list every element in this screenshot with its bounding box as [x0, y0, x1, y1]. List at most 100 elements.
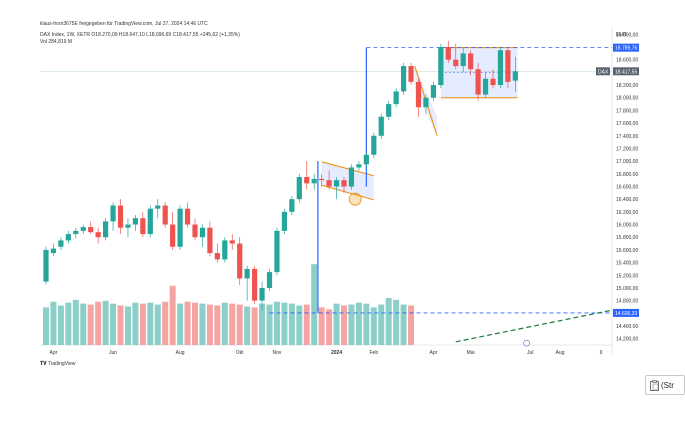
volume-bar [318, 307, 325, 345]
volume-bar [378, 304, 385, 345]
candle [266, 268, 273, 292]
y-tick-label: 17.000,00 [616, 159, 638, 165]
candle [468, 50, 474, 76]
candle [311, 173, 317, 190]
volume-bar [147, 302, 154, 345]
candle-body [237, 243, 243, 279]
candle [453, 43, 459, 70]
candle-body [73, 230, 79, 235]
candle-body [460, 53, 466, 67]
y-tick-label: 18.200,00 [616, 83, 638, 89]
volume-bar [288, 303, 295, 345]
bull-flag-zone [321, 161, 374, 200]
candle [103, 218, 109, 241]
candle-body [192, 224, 198, 238]
x-tick-label: Apr [430, 350, 438, 356]
candle-body [363, 154, 369, 165]
candle [155, 199, 161, 219]
volume-bar [400, 304, 407, 345]
y-tick-label: 14.400,00 [616, 324, 638, 330]
y-tick-label: 15.200,00 [616, 273, 638, 279]
y-tick-label: 17.600,00 [616, 121, 638, 127]
candle-body [386, 104, 392, 117]
candle [252, 265, 258, 304]
candle-body [244, 268, 250, 279]
candle-body [117, 205, 124, 228]
candle-body [103, 221, 109, 238]
volume-bar [43, 307, 49, 345]
volume-bar [266, 304, 273, 345]
candle-body [319, 178, 325, 181]
candle-body [88, 227, 94, 233]
candle-body [445, 47, 451, 60]
candle-body [453, 59, 459, 67]
candle-body [50, 248, 57, 254]
tradingview-label: TradingView [47, 361, 76, 367]
symbol-tag-box [596, 67, 610, 76]
x-tick-label: Jul [527, 350, 533, 356]
volume-bar [296, 305, 303, 345]
y-tick-label: 16.200,00 [616, 210, 638, 216]
volume-bar [177, 303, 184, 345]
candle [222, 237, 228, 263]
candle-body [415, 81, 422, 108]
volume-bar [87, 304, 94, 345]
currency-label: EUR [616, 32, 627, 38]
candle [430, 81, 436, 101]
candle-body [65, 234, 71, 241]
volume-bar [303, 304, 310, 345]
candle [147, 205, 153, 238]
candle [65, 230, 71, 244]
candle-body [393, 91, 399, 105]
symbol-tag: DAX [598, 69, 609, 75]
candle-body [348, 167, 355, 187]
x-tick-label: Feb [369, 350, 378, 356]
candle-body [505, 50, 511, 82]
candle [348, 164, 355, 190]
candle [58, 237, 64, 250]
candle-body [199, 227, 206, 238]
candle-body [438, 47, 444, 86]
candle-body [333, 180, 340, 187]
candle-body [252, 268, 258, 301]
price-label-box [613, 67, 639, 76]
x-tick-label: Nov [272, 350, 281, 356]
candle [356, 161, 362, 171]
volume-bar [199, 303, 206, 345]
candle-body [155, 205, 161, 209]
candle [184, 202, 191, 228]
paste-options-button[interactable]: (Str [645, 375, 685, 395]
candle-body [281, 211, 287, 231]
candle-body [58, 240, 64, 247]
volume-bar [273, 301, 280, 345]
candle-body [140, 218, 146, 235]
y-tick-label: 16.400,00 [616, 197, 638, 203]
candle-body [482, 78, 489, 95]
y-tick-label: 15.400,00 [616, 261, 638, 267]
candle [326, 170, 332, 190]
candle [378, 113, 384, 139]
candle [460, 47, 466, 73]
volume-bar [192, 302, 198, 345]
volume-bar [72, 299, 79, 345]
volume-bar [214, 305, 221, 345]
candle-body [490, 78, 496, 86]
volume-bar [162, 301, 169, 345]
volume-bar [333, 303, 340, 345]
candle [512, 56, 518, 92]
price-label: 18.417,55 [615, 69, 637, 75]
volume-bar [65, 302, 72, 345]
candle [490, 69, 496, 89]
candle-body [162, 205, 168, 225]
candle [170, 211, 176, 250]
candle [333, 176, 340, 200]
price-label: 14.606,33 [615, 311, 637, 317]
x-tick-label: Mai [467, 350, 475, 356]
candle [363, 151, 369, 168]
candle-body [170, 224, 176, 247]
candle [125, 218, 131, 238]
y-tick-label: 19.000,00 [616, 32, 638, 38]
candle-body [371, 135, 377, 155]
candle [296, 173, 302, 203]
